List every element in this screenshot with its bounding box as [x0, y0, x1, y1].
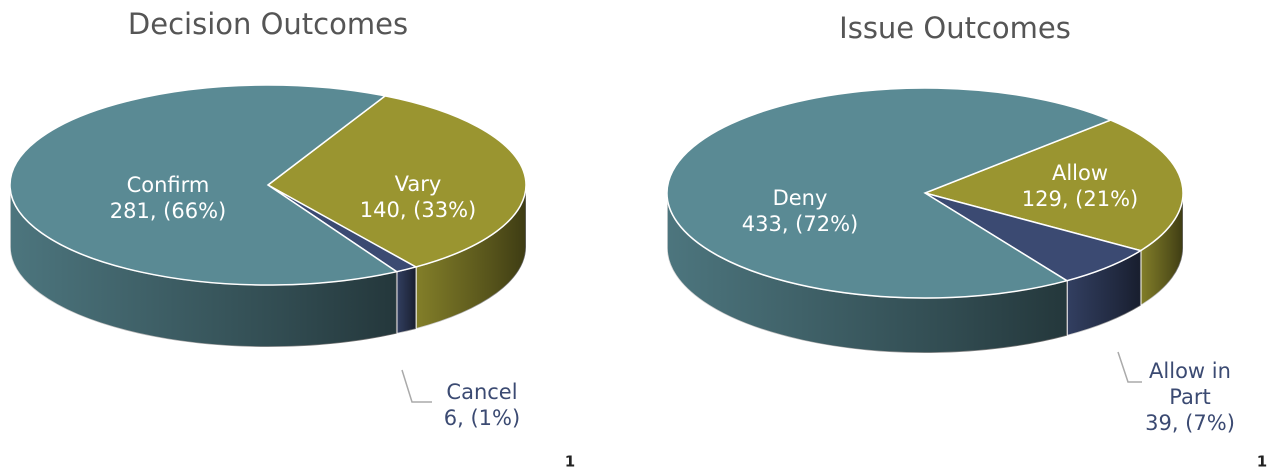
data-label: Deny 433, (72%): [742, 186, 859, 236]
slice: [266, 95, 527, 268]
data-label: Allow in Part 39, (7%): [1145, 359, 1235, 435]
value-label: 140, (33%): [360, 198, 477, 222]
data-label: Vary 140, (33%): [360, 172, 477, 222]
category-label: Cancel: [446, 380, 517, 404]
data-label: Confirm 281, (66%): [110, 173, 227, 223]
value-label: 39, (7%): [1145, 411, 1235, 435]
footnote-marker: 1: [1257, 453, 1267, 470]
category-label: Allow: [1052, 161, 1108, 185]
slice-side-shade: [415, 185, 526, 329]
slice-side-shade: [667, 193, 1067, 354]
leader-line: [401, 369, 432, 403]
slice-side-shade: [396, 266, 416, 334]
pie-sides: [666, 192, 1184, 354]
slice: [922, 119, 1184, 252]
chart-title: Decision Outcomes: [128, 7, 408, 41]
data-label: Cancel 6, (1%): [444, 380, 520, 430]
slice: [9, 84, 399, 286]
value-label: 129, (21%): [1022, 187, 1139, 211]
pie-tops: [9, 84, 527, 286]
slice: [666, 87, 1113, 299]
leader-line: [1117, 351, 1142, 383]
slice-side-shade: [1066, 250, 1141, 336]
category-label: Vary: [395, 172, 442, 196]
category-label: Deny: [773, 186, 828, 210]
footnote-marker: 1: [565, 453, 575, 470]
category-label-line: Allow in: [1149, 359, 1231, 383]
slice-side-shade: [1140, 193, 1183, 306]
value-label: 6, (1%): [444, 406, 520, 430]
category-label: Confirm: [127, 173, 210, 197]
slice-side-shade: [10, 185, 397, 347]
value-label: 433, (72%): [742, 212, 859, 236]
category-label: Allow in Part: [1149, 359, 1231, 409]
chart-title: Issue Outcomes: [839, 11, 1071, 45]
pie-sides: [9, 184, 527, 348]
data-label: Allow 129, (21%): [1022, 161, 1139, 211]
pie-tops: [666, 87, 1184, 299]
category-label-line: Part: [1169, 385, 1210, 409]
value-label: 281, (66%): [110, 199, 227, 223]
